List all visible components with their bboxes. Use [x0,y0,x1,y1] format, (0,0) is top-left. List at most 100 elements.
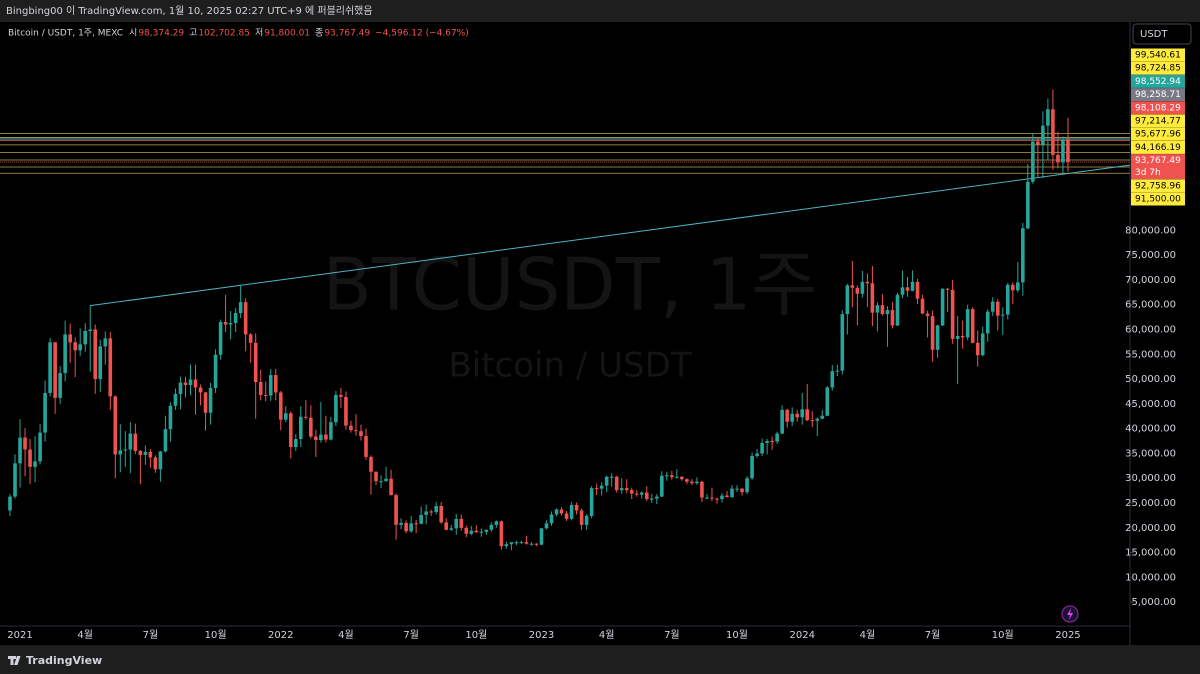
candle-body [950,289,955,339]
candle-body [253,342,258,383]
candle-body [760,443,764,454]
candle-body [309,417,313,437]
ohlc-prefix: 종 [315,28,323,39]
price-label-box [1131,154,1185,180]
footer-bar [0,645,1200,674]
candle-body [584,515,589,525]
tv-logo [8,656,21,665]
candle-body [644,492,649,500]
y-tick-label: 70,000.00 [1125,275,1176,286]
candle-body [103,338,108,347]
candle-body [770,441,774,443]
candle-body [930,316,935,350]
candle-body [1041,125,1045,145]
candle-body [805,409,810,421]
candle-body [163,429,168,452]
candle-body [880,305,885,315]
candle-body [299,416,303,440]
candle-body [845,285,850,315]
candle-body [369,456,373,472]
candle-body [690,481,694,484]
candle-body [444,522,449,530]
candle-body [314,436,318,441]
candle-body [755,453,759,456]
candle-body [890,310,895,326]
candle-body [780,409,784,434]
candle-body [399,522,403,525]
y-tick-label: 35,000.00 [1125,448,1176,459]
candle-body [288,413,293,447]
currency-box[interactable] [1132,23,1192,45]
candle-body [920,298,925,314]
candle-body [639,492,644,495]
candle-body [775,433,779,442]
candle-body [83,330,88,345]
candle-body [354,430,358,432]
symbol-line: Bitcoin / USDT, 1주, MEXC [8,28,123,39]
candle-body [685,479,689,482]
candle-body [1000,314,1005,316]
candle-body [273,375,278,393]
candle-body [815,418,820,421]
x-tick-label: 7월 [925,629,941,641]
x-tick-label: 10월 [205,629,227,641]
x-tick-label: 2023 [529,630,554,641]
candle-body [599,485,604,489]
candle-body [660,475,664,497]
price-label: 95,677.96 [1135,130,1181,140]
ohlc-value: 102,702.85 [198,29,250,39]
candle-body [835,370,840,372]
candle-body [454,518,459,529]
candle-body [268,375,273,396]
candle-body [870,283,875,313]
candle-body [614,476,619,491]
candle-body [915,281,920,299]
candle-body [524,542,529,544]
y-tick-label: 10,000.00 [1125,572,1176,583]
candle-body [424,511,428,515]
y-tick-label: 25,000.00 [1125,498,1176,509]
price-label-box [1131,140,1185,154]
candle-body [404,522,408,532]
candle-body [705,497,709,499]
candle-body [394,495,398,525]
candle-body [935,325,940,350]
candle-body [830,371,835,388]
candle-body [990,301,995,312]
candle-body [675,476,679,478]
candle-body [980,333,985,356]
candle-body [569,505,574,519]
candle-body [188,379,193,385]
candle-body [629,490,634,494]
candle-body [208,387,213,413]
price-label: 93,767.49 [1135,156,1181,166]
x-tick-label: 7월 [664,629,680,641]
price-label: 98,258.71 [1135,90,1181,100]
candle-body [1031,141,1035,182]
candle-body [715,498,719,500]
x-tick-label: 7월 [143,629,159,641]
trendline [90,164,1131,307]
candle-body [740,488,744,493]
price-label-box [1131,61,1185,75]
y-tick-label: 15,000.00 [1125,548,1176,559]
candle-body [233,313,238,324]
candle-body [810,420,815,422]
candle-body [634,493,639,495]
candle-body [499,521,504,547]
watermark-subtitle: Bitcoin / USDT [448,346,691,386]
candle-body [344,396,348,426]
price-label: 94,166.19 [1135,143,1181,153]
candle-body [559,509,564,514]
candle-body [8,496,12,511]
candle-body [895,294,900,326]
candle-body [228,323,233,325]
candles [8,89,1070,551]
candle-body [1011,284,1015,291]
candle-body [655,496,659,499]
price-label: 92,758.96 [1135,181,1181,191]
x-tick-label: 4월 [338,629,354,641]
candle-body [329,422,333,440]
x-tick-label: 10월 [465,629,487,641]
currency: USDT [1140,29,1168,40]
